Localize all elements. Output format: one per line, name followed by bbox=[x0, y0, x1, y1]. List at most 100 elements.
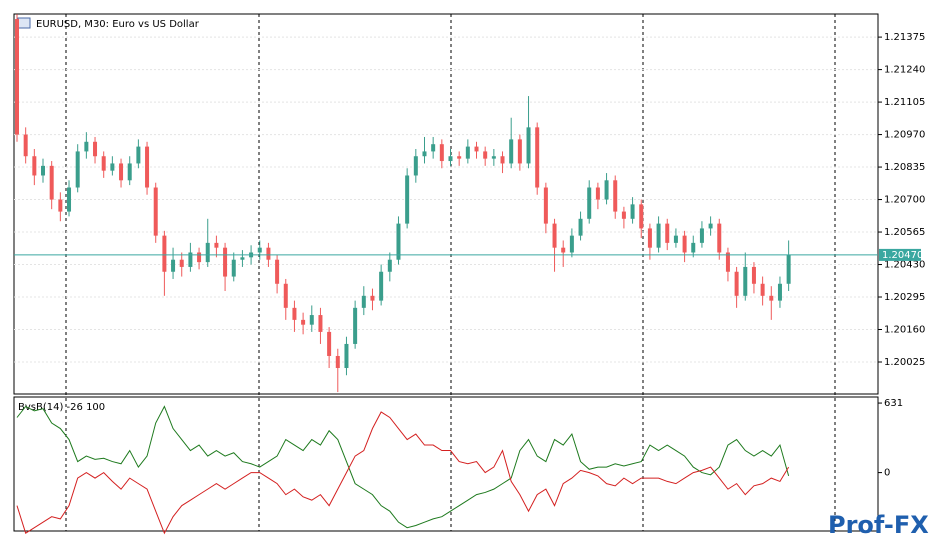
y-tick-label: 1.21375 bbox=[884, 32, 925, 43]
candle-body bbox=[474, 146, 479, 152]
candle-body bbox=[162, 235, 167, 272]
candle-body bbox=[127, 163, 132, 181]
candle-body bbox=[535, 127, 540, 188]
candle-body bbox=[344, 343, 349, 369]
candle-body bbox=[743, 266, 748, 296]
candle-body bbox=[665, 223, 670, 243]
candle-body bbox=[110, 163, 115, 171]
candle-body bbox=[630, 204, 635, 219]
y-tick-label: 1.20835 bbox=[884, 162, 925, 173]
candle-body bbox=[318, 315, 323, 332]
candle-body bbox=[283, 283, 288, 308]
candle-body bbox=[387, 259, 392, 272]
y-tick-label: 1.20700 bbox=[884, 195, 925, 206]
candle-body bbox=[587, 187, 592, 219]
candle-body bbox=[335, 355, 340, 369]
candle-body bbox=[119, 163, 124, 181]
candle-body bbox=[327, 331, 332, 356]
candle-body bbox=[67, 187, 72, 212]
candle-body bbox=[301, 319, 306, 325]
y-tick-label: 1.21240 bbox=[884, 65, 925, 76]
candle-body bbox=[777, 283, 782, 301]
candle-body bbox=[49, 165, 54, 200]
candle-body bbox=[725, 252, 730, 272]
candle-body bbox=[422, 151, 427, 157]
session-separators bbox=[65, 14, 836, 531]
candle-body bbox=[361, 295, 366, 308]
indicator-title: BvsB(14) -26 100 bbox=[18, 402, 105, 413]
indicator-pane-frame bbox=[13, 396, 879, 532]
candle-body bbox=[370, 295, 375, 301]
price-pane-frame bbox=[13, 13, 879, 395]
candle-body bbox=[145, 146, 150, 188]
candle-body bbox=[613, 180, 618, 212]
y-tick-label: 1.20160 bbox=[884, 325, 925, 336]
candle-body bbox=[257, 247, 262, 253]
candle-body bbox=[93, 141, 98, 157]
candle-body bbox=[41, 165, 46, 176]
candle-body bbox=[561, 247, 566, 253]
candle-body bbox=[760, 283, 765, 296]
watermark: Prof-FX bbox=[828, 511, 929, 539]
candle-body bbox=[353, 307, 358, 344]
candle-body bbox=[517, 139, 522, 164]
candle-body bbox=[509, 139, 514, 164]
candle-body bbox=[179, 259, 184, 267]
candle-body bbox=[578, 218, 583, 236]
candle-body bbox=[734, 271, 739, 296]
indicator-line bbox=[16, 405, 790, 529]
candle-body bbox=[491, 156, 496, 159]
candle-body bbox=[500, 156, 505, 164]
candle-body bbox=[231, 259, 236, 277]
candle-body bbox=[431, 144, 436, 152]
candle-body bbox=[717, 223, 722, 253]
candle-body bbox=[84, 141, 89, 152]
candle-body bbox=[682, 235, 687, 253]
y-tick-label: 1.20025 bbox=[884, 357, 925, 368]
indicator-line bbox=[16, 411, 790, 535]
price-label: 1.20470 bbox=[882, 250, 923, 261]
candle-body bbox=[769, 295, 774, 301]
candle-body bbox=[101, 156, 106, 171]
candle-body bbox=[205, 242, 210, 263]
candle-body bbox=[699, 228, 704, 243]
candle-body bbox=[240, 257, 245, 260]
candle-body bbox=[595, 187, 600, 200]
chart-title: EURUSD, M30: Euro vs US Dollar bbox=[36, 19, 200, 30]
candle-body bbox=[656, 223, 661, 248]
candle-body bbox=[275, 259, 280, 284]
candle-body bbox=[23, 134, 28, 157]
candle-body bbox=[439, 144, 444, 162]
candle-body bbox=[647, 228, 652, 248]
y-tick-label: 0 bbox=[884, 468, 890, 479]
candle-body bbox=[223, 247, 228, 277]
candle-body bbox=[465, 146, 470, 159]
y-tick-label: 1.20970 bbox=[884, 130, 925, 141]
y-tick-label: 1.20295 bbox=[884, 292, 925, 303]
candle-body bbox=[405, 175, 410, 224]
candle-body bbox=[309, 315, 314, 325]
candle-body bbox=[751, 266, 756, 284]
price-label-box bbox=[879, 248, 921, 261]
symbol-icon bbox=[17, 17, 31, 29]
candle-body bbox=[75, 151, 80, 188]
candle-body bbox=[543, 187, 548, 224]
candle-body bbox=[639, 204, 644, 229]
candle-body bbox=[786, 254, 791, 284]
candle-body bbox=[552, 223, 557, 248]
y-tick-label: 631 bbox=[884, 398, 903, 409]
candle-body bbox=[483, 151, 488, 159]
candle-body bbox=[15, 19, 19, 135]
y-tick-label: 1.21105 bbox=[884, 97, 925, 108]
candle-body bbox=[32, 156, 37, 176]
candle-body bbox=[691, 242, 696, 253]
candle-body bbox=[197, 252, 202, 263]
candle-body bbox=[604, 180, 609, 200]
candle-body bbox=[396, 223, 401, 260]
y-tick-label: 1.20565 bbox=[884, 227, 925, 238]
candle-body bbox=[58, 199, 63, 212]
candle-body bbox=[266, 247, 271, 260]
y-tick-label: 1.20430 bbox=[884, 260, 925, 271]
candle-body bbox=[526, 127, 531, 164]
